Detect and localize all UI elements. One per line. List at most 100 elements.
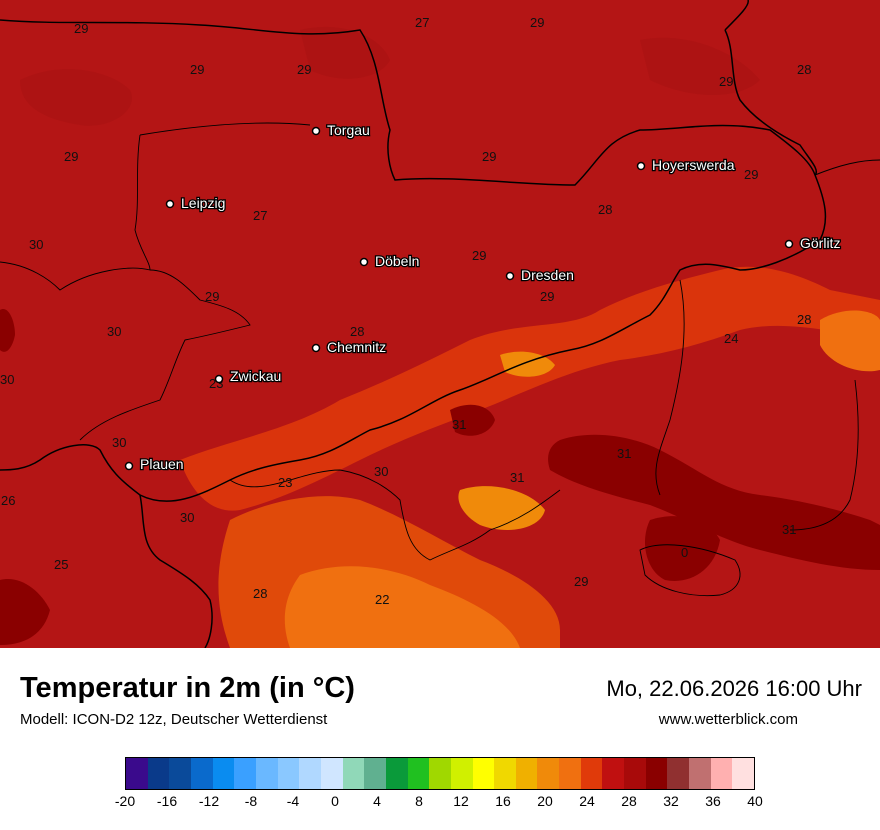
value-label: 22 <box>375 592 389 607</box>
legend-tick-label: 20 <box>537 793 553 809</box>
very-hot-region <box>645 516 720 581</box>
value-label: 25 <box>54 557 68 572</box>
legend-tick-label: 16 <box>495 793 511 809</box>
value-label: 31 <box>617 446 631 461</box>
value-label: 29 <box>74 21 88 36</box>
legend-swatch <box>212 758 235 789</box>
city-dresden[interactable]: Dresden <box>505 266 575 284</box>
value-label: 29 <box>190 62 204 77</box>
border-line <box>724 0 749 31</box>
hot-spot <box>820 310 880 372</box>
legend-swatch <box>494 758 516 789</box>
border-line <box>814 159 880 176</box>
value-label: 28 <box>253 586 267 601</box>
value-label: 29 <box>64 149 78 164</box>
legend-swatch <box>472 758 495 789</box>
legend-tick-label: -8 <box>244 793 258 809</box>
value-label: 31 <box>782 522 796 537</box>
very-hot-region <box>0 309 15 352</box>
hot-region-south <box>284 566 520 648</box>
model-subtitle: Modell: ICON-D2 12z, Deutscher Wetterdie… <box>20 711 328 728</box>
city-goerlitz[interactable]: Görlitz <box>784 234 842 252</box>
value-label: 30 <box>374 464 388 479</box>
legend-tick-label: 24 <box>579 793 595 809</box>
legend-tick-label: 40 <box>747 793 763 809</box>
border-line <box>655 279 685 496</box>
legend-swatch <box>429 758 451 789</box>
legend-swatch <box>537 758 560 789</box>
border-line <box>229 469 561 561</box>
border-line <box>639 544 741 597</box>
city-chemnitz[interactable]: Chemnitz <box>311 338 387 356</box>
city-label: Hoyerswerda <box>652 157 735 173</box>
legend-swatch <box>255 758 278 789</box>
legend-swatch <box>169 758 191 789</box>
value-label: 29 <box>205 289 219 304</box>
city-dot <box>124 461 134 471</box>
value-label: 23 <box>278 475 292 490</box>
city-dot <box>636 161 646 171</box>
legend-tick-label: 0 <box>331 793 339 809</box>
city-label: Dresden <box>521 267 574 283</box>
value-label: 27 <box>253 208 267 223</box>
legend-tick-label: 12 <box>453 793 469 809</box>
city-torgau[interactable]: Torgau <box>311 121 371 139</box>
city-plauen[interactable]: Plauen <box>124 455 185 473</box>
city-dot <box>311 126 321 136</box>
city-zwickau[interactable]: Zwickau <box>214 367 283 385</box>
legend-swatch <box>407 758 430 789</box>
city-label: Döbeln <box>375 253 419 269</box>
value-label: 30 <box>180 510 194 525</box>
very-hot-region <box>548 434 880 570</box>
legend-ticks: -20 -16 -12 -8 -4 0 4 8 12 16 20 24 28 32 36 40 <box>115 793 763 813</box>
legend-swatch <box>190 758 213 789</box>
color-legend <box>125 757 755 790</box>
value-label: 30 <box>107 324 121 339</box>
value-label: 29 <box>482 149 496 164</box>
legend-swatch <box>364 758 386 789</box>
city-label: Plauen <box>140 456 184 472</box>
footer: Temperatur in 2m (in °C) Modell: ICON-D2… <box>0 648 880 830</box>
value-label: 31 <box>510 470 524 485</box>
city-dot <box>784 239 794 249</box>
legend-swatch <box>580 758 603 789</box>
city-label: Chemnitz <box>327 339 386 355</box>
legend-tick-label: 32 <box>663 793 679 809</box>
legend-swatch <box>710 758 733 789</box>
forecast-datetime: Mo, 22.06.2026 16:00 Uhr <box>606 676 862 701</box>
value-label: 29 <box>472 248 486 263</box>
legend-tick-label: 36 <box>705 793 721 809</box>
legend-swatch <box>342 758 365 789</box>
legend-tick-label: 4 <box>373 793 381 809</box>
very-hot-region <box>0 579 50 645</box>
dark-patch <box>300 26 390 79</box>
legend-swatch <box>320 758 343 789</box>
warm-band <box>180 266 880 511</box>
value-label: 29 <box>530 15 544 30</box>
temperature-map: 29 27 29 29 29 29 28 29 29 29 28 27 29 3… <box>0 0 880 649</box>
legend-swatch <box>515 758 538 789</box>
legend-swatch <box>559 758 581 789</box>
value-label: 29 <box>574 574 588 589</box>
value-label: 30 <box>0 372 14 387</box>
hot-spot <box>458 486 545 530</box>
value-label: 28 <box>350 324 364 339</box>
legend-swatch <box>624 758 646 789</box>
city-hoyerswerda[interactable]: Hoyerswerda <box>636 156 736 174</box>
value-label: 27 <box>415 15 429 30</box>
city-dot <box>214 374 224 384</box>
value-label: 31 <box>452 417 466 432</box>
city-label: Zwickau <box>230 368 281 384</box>
legend-swatch <box>667 758 690 789</box>
city-doebeln[interactable]: Döbeln <box>359 252 421 270</box>
value-label: 0 <box>681 545 688 560</box>
legend-swatch <box>689 758 711 789</box>
legend-swatch <box>450 758 473 789</box>
city-dot <box>311 343 321 353</box>
legend-tick-label: -12 <box>198 793 220 809</box>
value-label: 29 <box>719 74 733 89</box>
city-dot <box>165 199 175 209</box>
city-leipzig[interactable]: Leipzig <box>165 194 227 212</box>
map-title: Temperatur in 2m (in °C) <box>20 672 355 704</box>
website-link[interactable]: www.wetterblick.com <box>658 711 798 728</box>
